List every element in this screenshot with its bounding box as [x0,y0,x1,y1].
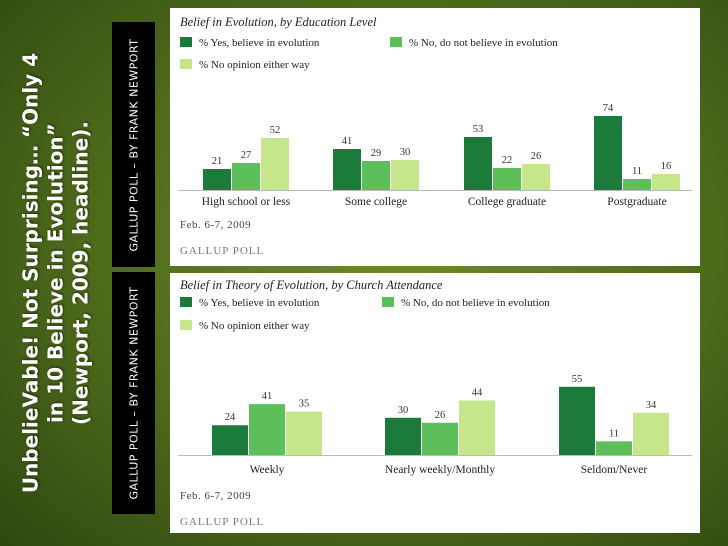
value-label-education-2-2: 26 [531,151,542,162]
value-label-education-3-0: 74 [603,103,614,114]
headline-text: UnbelieVable! Not Surprising… “Only 4 in… [19,13,94,533]
legend-label-education-0: % Yes, believe in evolution [199,37,320,49]
legend-swatch-education-2 [180,59,192,69]
category-label-education-2: College graduate [468,196,546,208]
chart-education: Belief in Evolution, by Education Level%… [178,15,692,257]
value-label-education-0-0: 21 [212,156,223,167]
value-label-education-3-1: 11 [632,166,642,177]
value-label-church-2-2: 34 [646,400,657,411]
bar-church-1-0 [385,417,421,455]
bar-education-3-2 [652,174,680,190]
value-label-education-2-1: 22 [502,155,513,166]
bar-church-1-1 [422,422,458,455]
value-label-church-1-0: 30 [398,405,409,416]
bar-church-0-0 [212,425,248,455]
legend-label-church-2: % No opinion either way [199,320,310,332]
category-label-church-0: Weekly [250,464,285,476]
chart-panel-education: Belief in Evolution, by Education Level%… [170,8,700,266]
bar-church-1-2 [459,400,495,455]
credit-text-bottom: GALLUP POLL – BY FRANK NEWPORT [127,286,140,500]
bar-church-0-2 [286,411,322,455]
bar-education-0-0 [203,169,231,190]
legend-swatch-education-0 [180,37,192,47]
value-label-church-1-2: 44 [472,387,483,398]
legend-label-education-1: % No, do not believe in evolution [409,37,558,49]
chart-panel-church: Belief in Theory of Evolution, by Church… [170,273,700,533]
value-label-education-1-2: 30 [400,147,411,158]
bar-education-2-1 [493,168,521,190]
bar-education-1-0 [333,149,361,190]
value-label-church-0-1: 41 [262,391,273,402]
category-label-church-2: Seldom/Never [581,464,648,476]
headline-line-3: (Newport, 2009, headline). [68,120,93,426]
bar-church-2-0 [559,386,595,455]
bar-education-0-1 [232,163,260,190]
legend-label-church-0: % Yes, believe in evolution [199,297,320,309]
value-label-church-1-1: 26 [435,410,446,421]
chart-title-church: Belief in Theory of Evolution, by Church… [180,278,443,292]
bar-education-3-1 [623,179,651,190]
bar-church-0-1 [249,404,285,455]
legend-label-church-1: % No, do not believe in evolution [401,297,550,309]
value-label-church-2-0: 55 [572,374,583,385]
chart-title-education: Belief in Evolution, by Education Level [180,15,377,29]
headline-line-2: in 10 Believe in Evolution” [43,123,68,423]
value-label-education-0-1: 27 [241,150,252,161]
bar-education-1-1 [362,161,390,190]
value-label-church-0-0: 24 [225,412,236,423]
headline-line-1: UnbelieVable! Not Surprising… “Only 4 [18,52,43,494]
bar-education-0-2 [261,138,289,190]
bar-church-2-2 [633,412,669,455]
headline: UnbelieVable! Not Surprising… “Only 4 in… [0,0,112,546]
credit-bar-top: GALLUP POLL – BY FRANK NEWPORT [112,22,155,267]
value-label-education-0-2: 52 [270,125,281,136]
value-label-education-3-2: 16 [661,161,672,172]
date-label-church: Feb. 6-7, 2009 [180,490,251,502]
bar-education-1-2 [391,160,419,190]
chart-church-attendance: Belief in Theory of Evolution, by Church… [178,278,692,528]
value-label-education-2-0: 53 [473,124,484,135]
value-label-education-1-1: 29 [371,148,382,159]
bar-education-2-2 [522,164,550,190]
bar-education-2-0 [464,137,492,190]
category-label-education-0: High school or less [202,196,291,208]
credit-text-top: GALLUP POLL – BY FRANK NEWPORT [127,37,140,252]
value-label-church-2-1: 11 [609,428,619,439]
legend-swatch-education-1 [390,37,402,47]
gallup-logo-education: GALLUP POLL [180,245,264,257]
gallup-logo-church: GALLUP POLL [180,516,264,528]
date-label-education: Feb. 6-7, 2009 [180,219,251,231]
category-label-education-1: Some college [345,196,407,208]
bar-church-2-1 [596,441,632,455]
legend-swatch-church-2 [180,320,192,330]
category-label-church-1: Nearly weekly/Monthly [385,464,495,476]
legend-swatch-church-0 [180,297,192,307]
legend-label-education-2: % No opinion either way [199,59,310,71]
credit-bar-bottom: GALLUP POLL – BY FRANK NEWPORT [112,272,155,514]
bar-education-3-0 [594,116,622,190]
category-label-education-3: Postgraduate [607,196,666,208]
value-label-church-0-2: 35 [299,399,310,410]
legend-swatch-church-1 [382,297,394,307]
value-label-education-1-0: 41 [342,136,353,147]
